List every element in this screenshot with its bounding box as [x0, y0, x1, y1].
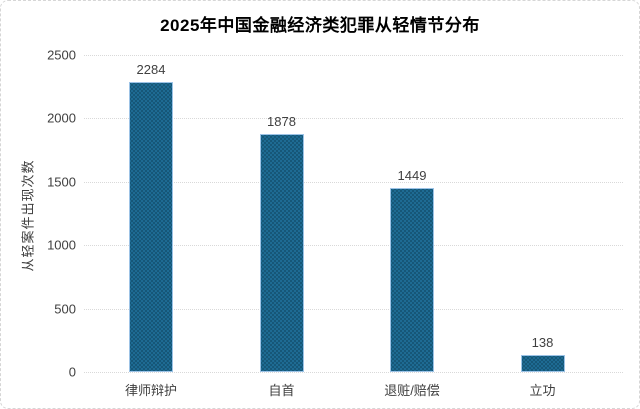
y-tick-label: 500 — [54, 301, 76, 317]
y-tick-label: 2000 — [47, 110, 76, 126]
gridline — [84, 55, 623, 56]
bar — [390, 188, 434, 372]
bar — [520, 354, 565, 372]
bar-value-label: 1878 — [267, 113, 296, 129]
gridline — [84, 308, 623, 310]
bar — [259, 133, 304, 372]
chart-title: 2025年中国金融经济类犯罪从轻情节分布 — [160, 16, 480, 35]
y-tick-label: 1500 — [47, 174, 76, 190]
bar-value-label: 1449 — [397, 168, 427, 184]
y-axis-label: 从轻案件出现次数 — [20, 159, 36, 272]
y-tick-label: 0 — [68, 364, 76, 380]
x-category-label: 自首 — [268, 383, 295, 398]
bar-value-label: 138 — [531, 334, 554, 350]
gridline — [84, 245, 623, 247]
bar — [129, 82, 173, 372]
y-tick-label: 2500 — [47, 47, 76, 63]
gridline — [84, 118, 623, 120]
bar-value-label: 2284 — [136, 62, 166, 78]
x-category-label: 律师辩护 — [124, 383, 177, 398]
x-category-label: 立功 — [529, 383, 556, 398]
plot-area: 0 500 1000 1500 2000 2500 2284 律师辩护 1878 自首 1449 退… — [47, 48, 623, 398]
gridline — [84, 372, 623, 373]
x-category-label: 退赃/赔偿 — [384, 383, 440, 398]
y-tick-label: 1000 — [47, 237, 76, 253]
gridline — [84, 181, 623, 183]
